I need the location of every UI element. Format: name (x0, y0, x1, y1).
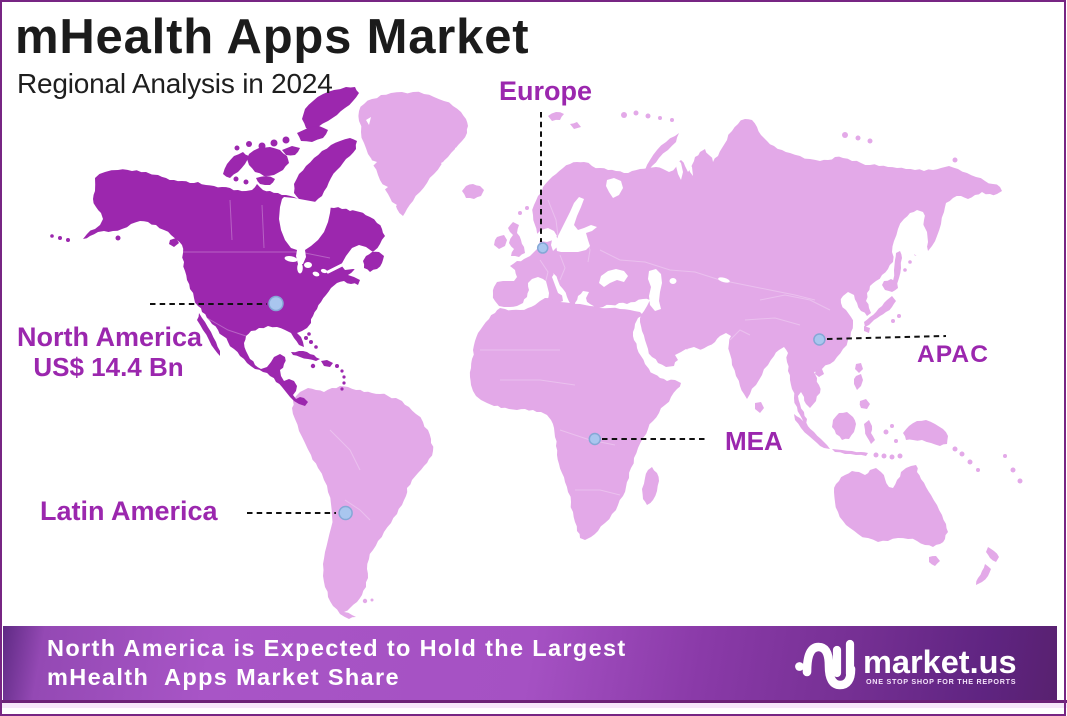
svg-text:ONE STOP SHOP FOR THE REPORTS: ONE STOP SHOP FOR THE REPORTS (866, 677, 1016, 686)
svg-text:market.us: market.us (863, 644, 1017, 680)
